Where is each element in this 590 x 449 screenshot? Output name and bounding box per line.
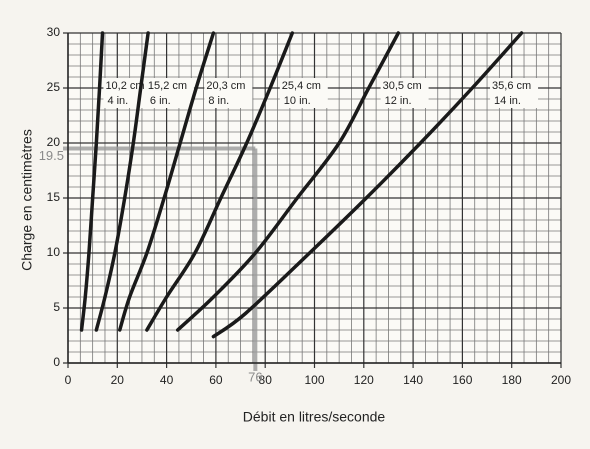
x-tick-label: 120 bbox=[354, 373, 374, 387]
series-sublabel: 12 in. bbox=[385, 95, 412, 107]
x-tick-label: 140 bbox=[403, 373, 423, 387]
x-tick-label: 160 bbox=[452, 373, 472, 387]
y-tick-label: 30 bbox=[47, 25, 61, 39]
y-tick-label: 5 bbox=[53, 300, 60, 314]
series-label: 20,3 cm bbox=[206, 80, 245, 92]
series-sublabel: 10 in. bbox=[284, 95, 311, 107]
curve bbox=[94, 31, 150, 332]
label-bg bbox=[380, 78, 429, 108]
curve bbox=[145, 31, 295, 332]
label-bg bbox=[279, 78, 328, 108]
x-tick-label: 0 bbox=[65, 373, 72, 387]
label-bg bbox=[103, 78, 152, 108]
x-tick-label: 20 bbox=[111, 373, 125, 387]
label-bg bbox=[204, 78, 253, 108]
series-label: 25,4 cm bbox=[282, 80, 321, 92]
series-sublabel: 6 in. bbox=[150, 95, 171, 107]
curve bbox=[211, 31, 524, 339]
x-tick-label: 80 bbox=[259, 373, 273, 387]
series-sublabel: 4 in. bbox=[107, 95, 128, 107]
label-bg bbox=[145, 78, 194, 108]
y-tick-label: 25 bbox=[47, 80, 61, 94]
y-axis-title: Charge en centimètres bbox=[19, 129, 35, 271]
guide-label: 76 bbox=[248, 369, 262, 384]
x-axis-title: Débit en litres/seconde bbox=[243, 409, 386, 425]
series-sublabel: 14 in. bbox=[494, 95, 521, 107]
series-sublabel: 8 in. bbox=[208, 95, 229, 107]
curve bbox=[79, 31, 105, 332]
y-tick-label: 0 bbox=[53, 355, 60, 369]
series-label: 35,6 cm bbox=[492, 80, 531, 92]
guide-label: 19.5 bbox=[39, 148, 64, 163]
series-label: 10,2 cm bbox=[105, 80, 144, 92]
curve bbox=[175, 31, 401, 332]
series-label: 15,2 cm bbox=[148, 80, 187, 92]
x-tick-label: 100 bbox=[304, 373, 324, 387]
label-bg bbox=[490, 78, 539, 108]
x-tick-label: 200 bbox=[551, 373, 571, 387]
curve bbox=[118, 31, 216, 332]
x-tick-label: 40 bbox=[160, 373, 174, 387]
x-tick-label: 60 bbox=[209, 373, 223, 387]
series-label: 30,5 cm bbox=[383, 80, 422, 92]
y-tick-label: 15 bbox=[47, 190, 61, 204]
y-tick-label: 10 bbox=[47, 245, 61, 259]
x-tick-label: 180 bbox=[502, 373, 522, 387]
y-tick-label: 20 bbox=[47, 135, 61, 149]
